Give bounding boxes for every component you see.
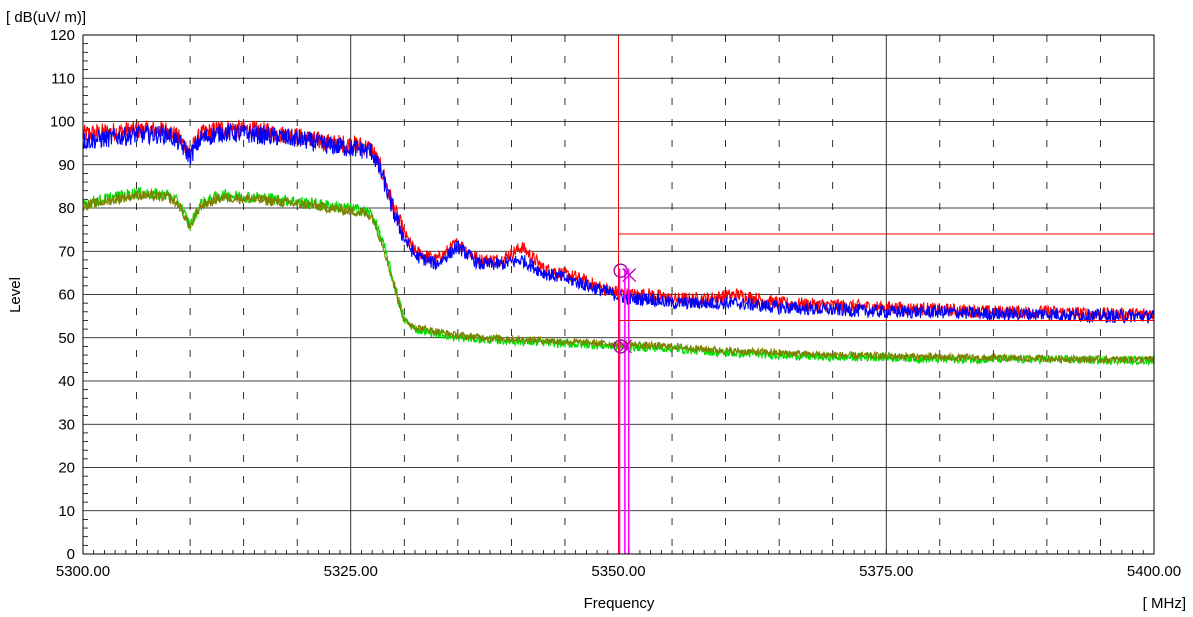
x-marker — [622, 268, 637, 283]
y-tick-label: 110 — [51, 70, 75, 87]
x-tick-label: 5325.00 — [324, 563, 378, 580]
x-tick-label: 5375.00 — [859, 563, 913, 580]
circle-marker — [613, 339, 628, 354]
y-tick-label: 0 — [67, 546, 75, 563]
y-tick-label: 60 — [58, 287, 75, 304]
x-marker — [617, 339, 632, 354]
y-tick-label: 20 — [58, 460, 75, 477]
markers — [613, 263, 637, 354]
y-tick-label: 90 — [58, 157, 75, 174]
y-unit-label: [ dB(uV/ m)] — [6, 9, 86, 26]
y-axis-label: Level — [7, 277, 24, 313]
circle-marker — [613, 263, 628, 278]
y-tick-label: 50 — [58, 330, 75, 347]
x-unit-label: [ MHz] — [1143, 595, 1186, 612]
y-tick-label: 120 — [50, 27, 75, 44]
limit-lines — [618, 35, 1154, 554]
y-tick-label: 70 — [58, 243, 75, 260]
y-tick-label: 30 — [58, 416, 75, 433]
x-axis-label: Frequency — [584, 595, 655, 612]
y-tick-label: 80 — [58, 200, 75, 217]
tick-labels: 0 10 20 30 40 50 60 70 80 90 100 110 120 5300.00 5325.… — [50, 27, 1181, 580]
x-tick-label: 5300.00 — [56, 563, 110, 580]
y-tick-label: 40 — [58, 373, 75, 390]
y-tick-label: 100 — [50, 114, 75, 131]
y-tick-label: 10 — [58, 503, 75, 520]
plot-frame — [82, 34, 1155, 555]
x-tick-label: 5350.00 — [591, 563, 645, 580]
x-tick-label: 5400.00 — [1127, 563, 1181, 580]
